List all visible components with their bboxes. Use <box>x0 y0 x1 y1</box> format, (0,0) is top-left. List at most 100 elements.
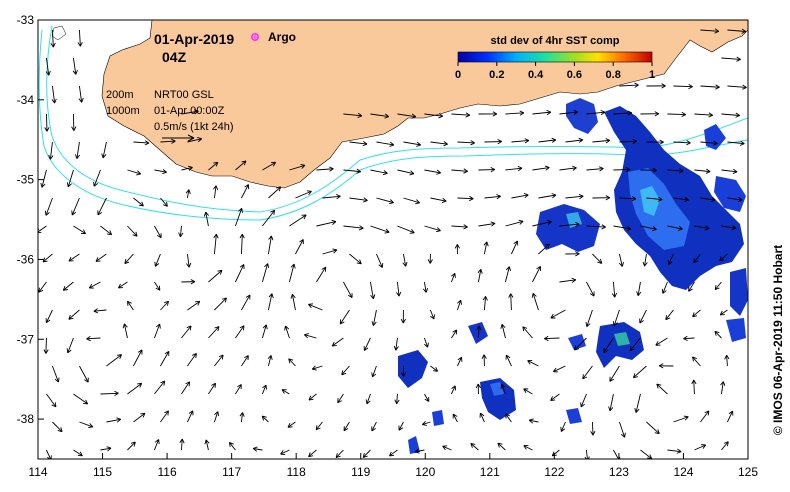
current-arrow <box>646 139 664 145</box>
current-arrow <box>452 413 458 423</box>
current-arrow <box>335 449 344 459</box>
current-arrow <box>398 421 404 431</box>
current-arrow <box>44 197 53 216</box>
y-tick-label: -34 <box>17 93 35 107</box>
argo-icon <box>251 32 260 41</box>
current-arrow <box>565 137 584 143</box>
current-arrow <box>586 109 606 116</box>
current-arrow <box>393 337 399 351</box>
current-arrow <box>430 309 435 320</box>
current-arrow <box>203 211 209 227</box>
current-arrow <box>427 253 433 264</box>
y-tick-label: -38 <box>17 412 35 426</box>
current-arrow <box>500 323 506 339</box>
current-arrow <box>727 140 745 146</box>
current-arrow <box>511 240 519 255</box>
y-tick-label: -35 <box>17 173 35 187</box>
current-arrow <box>424 113 444 119</box>
current-arrow <box>72 57 78 75</box>
current-arrow <box>565 251 580 257</box>
current-arrow <box>127 225 138 237</box>
current-arrow <box>78 85 84 103</box>
current-arrow <box>603 337 614 354</box>
current-arrow <box>667 168 684 174</box>
current-arrow <box>586 281 595 297</box>
current-arrow <box>402 253 408 267</box>
current-arrow <box>523 388 533 395</box>
current-arrow <box>74 141 81 159</box>
current-arrow <box>727 84 747 90</box>
current-arrow <box>288 263 296 283</box>
colorbar-tick-label: 0 <box>455 69 461 81</box>
current-arrow <box>619 138 637 144</box>
current-arrow <box>505 165 523 172</box>
current-arrow <box>727 28 747 34</box>
current-arrow <box>559 277 577 283</box>
current-arrow <box>79 421 94 429</box>
current-arrow <box>241 184 250 199</box>
current-arrow <box>66 337 74 354</box>
current-arrow <box>424 169 441 175</box>
current-arrow <box>511 138 530 144</box>
colorbar-tick-label: 0.8 <box>606 69 621 81</box>
current-arrow <box>727 410 734 423</box>
current-arrow <box>700 410 710 423</box>
current-arrow <box>100 390 119 397</box>
depth-200-label: 200m <box>106 89 134 101</box>
current-arrow <box>267 293 274 311</box>
current-arrow <box>235 264 245 283</box>
current-arrow <box>667 225 683 231</box>
current-arrow <box>371 365 377 378</box>
current-arrow <box>43 337 49 354</box>
current-arrow <box>370 169 388 176</box>
current-arrow <box>267 355 273 367</box>
current-arrow <box>71 113 77 131</box>
current-arrow <box>100 446 112 452</box>
current-arrow <box>73 225 86 235</box>
x-tick-label: 119 <box>351 465 370 479</box>
current-arrow <box>396 281 402 297</box>
current-arrow <box>295 239 304 255</box>
current-arrow <box>284 325 290 339</box>
current-arrow <box>457 195 474 202</box>
current-arrow <box>424 393 430 402</box>
current-arrow <box>268 186 282 199</box>
current-arrow <box>479 412 485 423</box>
colorbar-tick-label: 1 <box>649 69 655 81</box>
current-arrow <box>430 197 447 203</box>
current-arrow <box>478 111 498 117</box>
current-vectors <box>38 28 747 459</box>
current-arrow <box>661 281 668 294</box>
current-arrow <box>341 365 350 376</box>
current-arrow <box>423 337 429 348</box>
current-arrow <box>592 253 603 264</box>
current-arrow <box>691 379 697 395</box>
current-arrow <box>585 309 593 327</box>
current-arrow <box>311 365 323 371</box>
current-arrow <box>154 281 161 291</box>
current-arrow <box>611 281 618 298</box>
current-arrow <box>331 337 344 347</box>
current-arrow <box>477 269 483 283</box>
current-arrow <box>287 421 296 428</box>
current-arrow <box>538 137 557 143</box>
y-axis: -33 -34 -35 -36 -37 -38 <box>17 13 44 426</box>
current-arrow <box>559 221 580 228</box>
current-arrow <box>532 165 550 171</box>
current-arrow <box>127 382 143 395</box>
current-arrow <box>478 167 496 173</box>
current-arrow <box>397 225 415 234</box>
current-arrow <box>228 442 236 451</box>
current-arrow <box>559 165 577 171</box>
current-arrow <box>154 439 160 451</box>
current-arrow <box>612 309 620 327</box>
current-arrow <box>613 449 621 459</box>
current-arrow <box>316 166 334 172</box>
current-arrow <box>673 83 693 90</box>
x-tick-label: 124 <box>673 465 693 479</box>
current-arrow <box>343 112 363 119</box>
current-arrow <box>181 381 191 395</box>
scale-arrow-icon <box>162 134 195 142</box>
current-arrow <box>719 309 728 316</box>
